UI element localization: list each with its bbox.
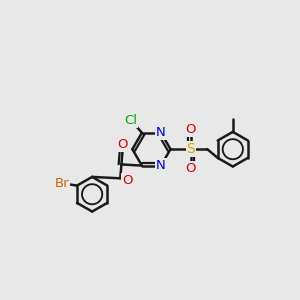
Text: O: O: [185, 162, 196, 175]
Text: O: O: [185, 123, 196, 136]
Text: O: O: [122, 174, 133, 187]
Text: S: S: [187, 142, 195, 156]
Text: N: N: [156, 159, 166, 172]
Text: N: N: [156, 126, 166, 139]
Text: Cl: Cl: [124, 114, 137, 127]
Text: Br: Br: [55, 177, 69, 190]
Text: O: O: [117, 138, 128, 151]
